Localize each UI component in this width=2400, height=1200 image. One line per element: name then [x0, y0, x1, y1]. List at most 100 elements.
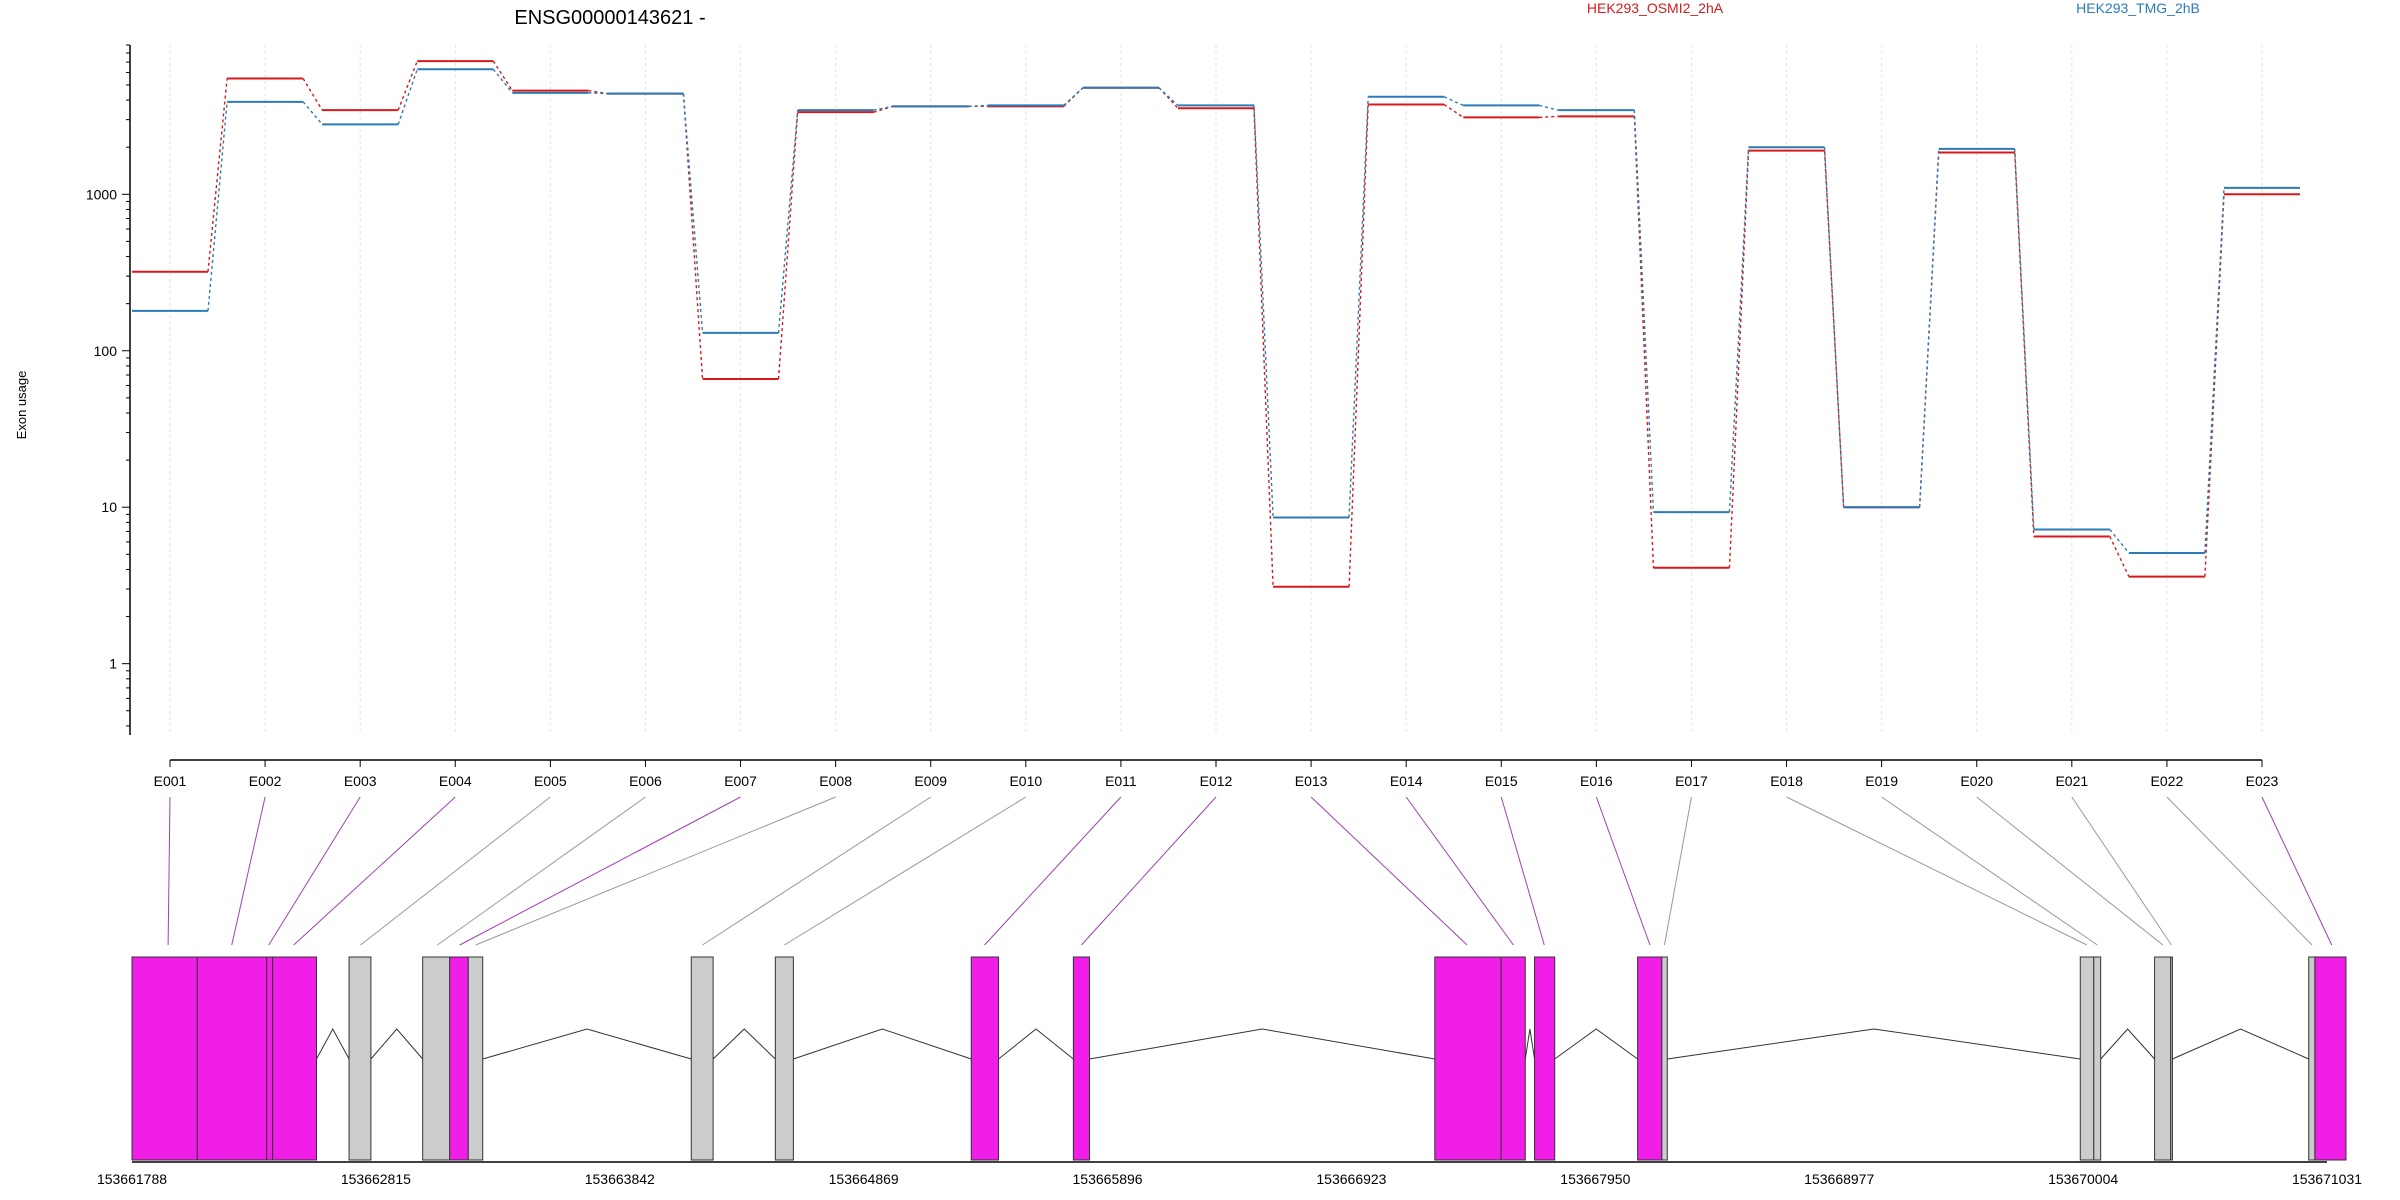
- exon-connector-E005: [360, 796, 551, 946]
- series-connector: [2204, 187, 2225, 553]
- series-connector: [2109, 536, 2130, 577]
- x-tick-label: E010: [1009, 773, 1042, 789]
- exon-connector-E018: [1786, 796, 2088, 946]
- x-tick-label: E022: [2151, 773, 2184, 789]
- exon-connector-E013: [1310, 796, 1468, 946]
- series-connector: [1158, 87, 1179, 109]
- exon-block-E002: [196, 956, 268, 1161]
- exon-connector-E004: [293, 796, 456, 946]
- chart-title: ENSG00000143621 -: [514, 7, 705, 29]
- x-tick-label: E018: [1770, 773, 1803, 789]
- series-connector: [397, 69, 418, 125]
- exon-connector-E003: [268, 796, 361, 946]
- x-tick-label: E001: [154, 773, 187, 789]
- exon-connector-E008: [475, 796, 836, 946]
- x-tick-label: E019: [1865, 773, 1898, 789]
- x-tick-label: E015: [1485, 773, 1518, 789]
- x-tick-label: E021: [2055, 773, 2088, 789]
- genomic-tick-label: 153661788: [97, 1171, 167, 1187]
- y-axis: 1 10 100 1000: [86, 44, 131, 735]
- exon-block-E010: [774, 956, 794, 1161]
- genomic-axis: 153661788 153662815 153663842 153664869 1536…: [97, 1161, 2362, 1187]
- intron-line: [316, 1027, 350, 1060]
- gene-model: [131, 956, 2347, 1161]
- y-tick-label: 1: [109, 656, 117, 672]
- intron-line: [1667, 1028, 2081, 1060]
- exon-connector-E020: [1976, 796, 2164, 946]
- exon-connector-E012: [1081, 796, 1217, 946]
- series-connector: [2109, 529, 2130, 554]
- genomic-tick-label: 153663842: [585, 1171, 655, 1187]
- exon-block-E005: [348, 956, 372, 1161]
- exon-block-E007: [449, 956, 469, 1161]
- series-connector: [1633, 110, 1655, 513]
- exon-connector-E017: [1663, 796, 1692, 946]
- exon-block-E016: [1637, 956, 1663, 1161]
- exon-connector-E019: [1881, 796, 2098, 946]
- series-connector: [777, 112, 799, 380]
- exon-block-E003: [266, 956, 274, 1161]
- exon-connector-E016: [1595, 796, 1651, 946]
- genomic-tick-label: 153667950: [1560, 1171, 1630, 1187]
- exon-block-E017: [1661, 956, 1668, 1161]
- series-connector: [968, 104, 988, 108]
- x-tick-label: E016: [1580, 773, 1613, 789]
- series-connector: [777, 110, 799, 333]
- exon-block-E019: [2093, 956, 2102, 1161]
- series-connector: [302, 101, 323, 125]
- exon-connector-E010: [784, 796, 1027, 946]
- x-tick-label: E008: [819, 773, 852, 789]
- exon-block-E014: [1500, 956, 1526, 1161]
- intron-line: [2100, 1028, 2155, 1060]
- series-connector: [492, 60, 513, 91]
- series-connector: [1348, 96, 1369, 518]
- genomic-tick-label: 153668977: [1804, 1171, 1874, 1187]
- exon-block-E018: [2079, 956, 2095, 1161]
- x-tick-label: E023: [2246, 773, 2279, 789]
- exon-connector-E023: [2261, 796, 2333, 946]
- legend-entry-tmg: HEK293_TMG_2hB: [2076, 0, 2200, 16]
- intron-line: [793, 1028, 972, 1060]
- series-connector: [302, 78, 323, 111]
- exon-connector-E021: [2071, 796, 2172, 946]
- intron-line: [482, 1028, 692, 1060]
- series-connector: [207, 78, 228, 272]
- x-tick-label: E003: [344, 773, 377, 789]
- y-tick-label: 1000: [86, 186, 117, 202]
- legend-entry-osmi2: HEK293_OSMI2_2hA: [1587, 0, 1724, 16]
- genomic-tick-label: 153665896: [1073, 1171, 1143, 1187]
- exon-block-E020: [2154, 956, 2172, 1161]
- series-connector: [1348, 104, 1369, 587]
- x-tick-label: E009: [914, 773, 947, 789]
- x-tick-label: E020: [1960, 773, 1993, 789]
- x-tick-label: E002: [249, 773, 282, 789]
- exon-block-E023: [2314, 956, 2347, 1161]
- y-tick-label: 10: [101, 499, 117, 515]
- exon-block-E008: [467, 956, 484, 1161]
- series-connector: [1823, 147, 1845, 508]
- x-tick-label: E011: [1105, 773, 1137, 789]
- exon-connector-E011: [984, 796, 1122, 946]
- genomic-tick-label: 153670004: [2048, 1171, 2118, 1187]
- exon-connector-E007: [459, 796, 741, 946]
- exon-block-E006: [422, 956, 451, 1161]
- exon-connector-E014: [1405, 796, 1514, 946]
- series-connector: [1443, 103, 1464, 119]
- intron-line: [1554, 1028, 1638, 1060]
- y-axis-label: Exon usage: [14, 371, 29, 440]
- intron-line: [712, 1028, 776, 1060]
- series-connector: [873, 105, 893, 111]
- intron-line: [998, 1028, 1074, 1060]
- x-tick-label: E017: [1675, 773, 1708, 789]
- series-connector: [1063, 87, 1084, 106]
- series-layer: [132, 60, 2300, 588]
- exon-block-E012: [1072, 956, 1091, 1161]
- series-connector: [1253, 105, 1274, 518]
- exon-block-E004: [272, 956, 318, 1161]
- series-connector: [1443, 96, 1464, 107]
- y-tick-label: 100: [94, 343, 118, 359]
- genomic-tick-label: 153671031: [2292, 1171, 2362, 1187]
- series-connector: [1539, 115, 1559, 119]
- grid-layer: [169, 45, 2263, 735]
- genomic-tick-label: 153662815: [341, 1171, 411, 1187]
